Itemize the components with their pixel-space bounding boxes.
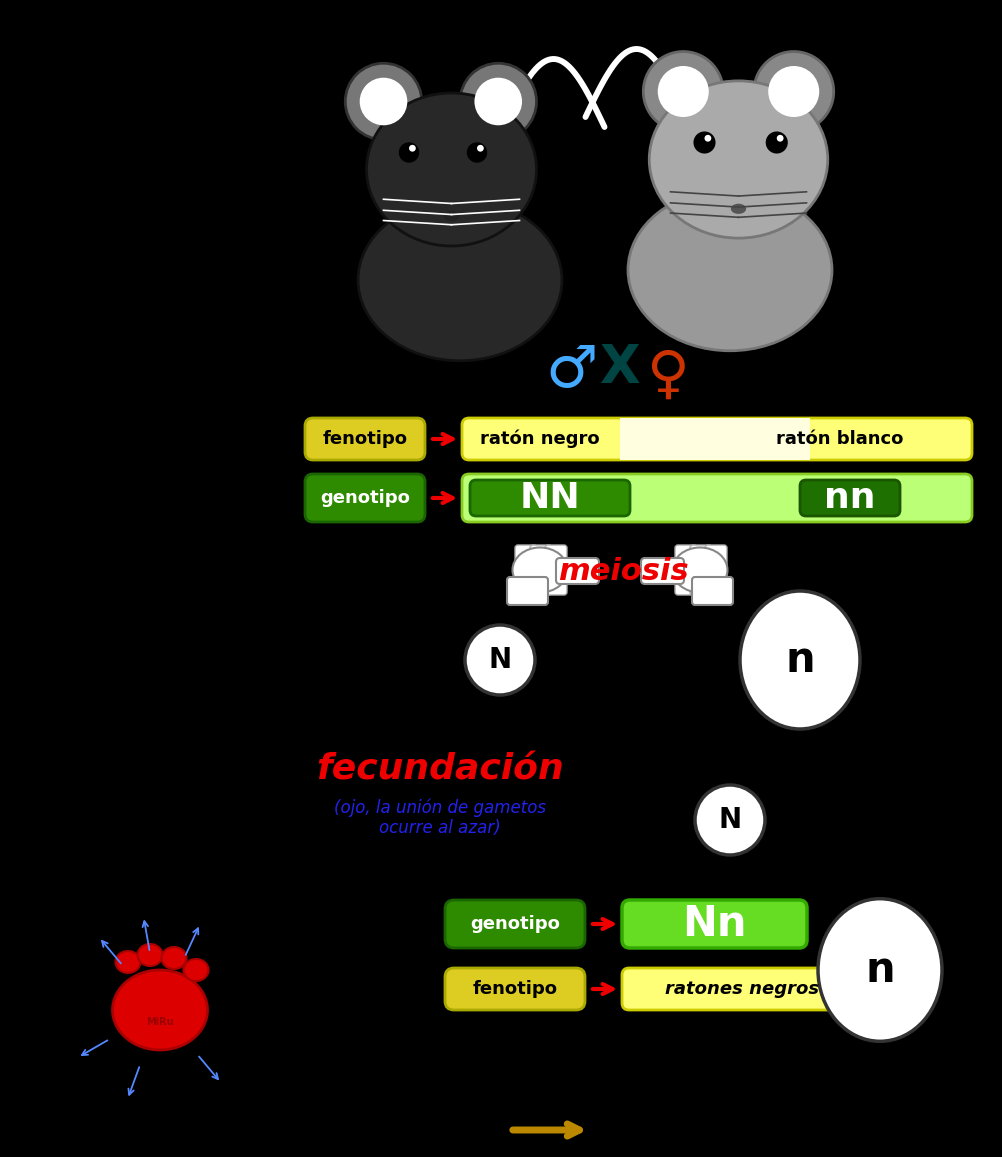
Circle shape (776, 135, 783, 141)
Circle shape (692, 132, 714, 154)
FancyBboxPatch shape (674, 545, 696, 595)
Text: genotipo: genotipo (470, 915, 559, 933)
Circle shape (477, 145, 483, 152)
Circle shape (768, 66, 819, 117)
Circle shape (642, 52, 722, 132)
Text: meiosis: meiosis (557, 558, 687, 587)
Text: n: n (785, 639, 814, 681)
Ellipse shape (112, 970, 207, 1051)
Text: NN: NN (519, 481, 580, 515)
Text: X: X (599, 342, 639, 395)
FancyBboxPatch shape (305, 418, 425, 460)
Text: fenotipo: fenotipo (472, 980, 557, 998)
FancyBboxPatch shape (305, 474, 425, 522)
FancyBboxPatch shape (640, 558, 683, 584)
Text: fenotipo: fenotipo (323, 430, 407, 448)
FancyBboxPatch shape (621, 900, 807, 948)
Circle shape (703, 135, 710, 141)
Circle shape (465, 625, 534, 695)
Circle shape (409, 145, 416, 152)
Ellipse shape (627, 190, 832, 351)
Text: ♂: ♂ (545, 341, 597, 398)
FancyBboxPatch shape (445, 900, 584, 948)
Ellipse shape (358, 199, 561, 361)
FancyBboxPatch shape (544, 545, 566, 595)
Ellipse shape (730, 204, 745, 214)
Text: N: N (488, 646, 511, 675)
Ellipse shape (739, 591, 859, 729)
FancyBboxPatch shape (555, 558, 598, 584)
Text: Nn: Nn (681, 902, 745, 945)
Text: ♀: ♀ (646, 346, 688, 404)
Text: N: N (717, 806, 740, 834)
Ellipse shape (818, 899, 941, 1041)
Ellipse shape (137, 944, 162, 966)
FancyBboxPatch shape (529, 545, 551, 595)
Ellipse shape (115, 951, 140, 973)
Circle shape (360, 78, 407, 125)
Text: genotipo: genotipo (320, 489, 410, 507)
Text: n: n (865, 949, 894, 992)
FancyBboxPatch shape (462, 418, 971, 460)
Circle shape (345, 64, 421, 140)
Ellipse shape (183, 959, 208, 981)
Text: (ojo, la unión de gametos: (ojo, la unión de gametos (334, 798, 545, 817)
Circle shape (474, 78, 521, 125)
Circle shape (399, 142, 419, 163)
Circle shape (754, 52, 833, 132)
Circle shape (466, 142, 487, 163)
FancyBboxPatch shape (704, 545, 726, 595)
FancyBboxPatch shape (619, 418, 810, 460)
Ellipse shape (366, 93, 536, 246)
Circle shape (460, 64, 536, 140)
Text: nn: nn (824, 481, 875, 515)
FancyBboxPatch shape (514, 545, 536, 595)
Text: ratón blanco: ratón blanco (776, 430, 903, 448)
Ellipse shape (512, 547, 567, 592)
Text: ocurre al azar): ocurre al azar) (379, 819, 500, 837)
Text: fecundación: fecundación (316, 753, 563, 787)
Ellipse shape (671, 547, 726, 592)
Ellipse shape (444, 211, 459, 221)
Text: ratón negro: ratón negro (480, 429, 599, 448)
Circle shape (765, 132, 787, 154)
FancyBboxPatch shape (691, 577, 732, 605)
FancyBboxPatch shape (506, 577, 547, 605)
Ellipse shape (161, 946, 186, 970)
FancyBboxPatch shape (462, 474, 971, 522)
FancyBboxPatch shape (621, 968, 861, 1010)
FancyBboxPatch shape (470, 480, 629, 516)
FancyBboxPatch shape (445, 968, 584, 1010)
Text: ratones negros: ratones negros (664, 980, 819, 998)
Text: MiRu: MiRu (146, 1017, 173, 1027)
FancyBboxPatch shape (800, 480, 899, 516)
Ellipse shape (648, 81, 827, 238)
Circle shape (694, 784, 765, 855)
FancyBboxPatch shape (689, 545, 711, 595)
Circle shape (657, 66, 708, 117)
